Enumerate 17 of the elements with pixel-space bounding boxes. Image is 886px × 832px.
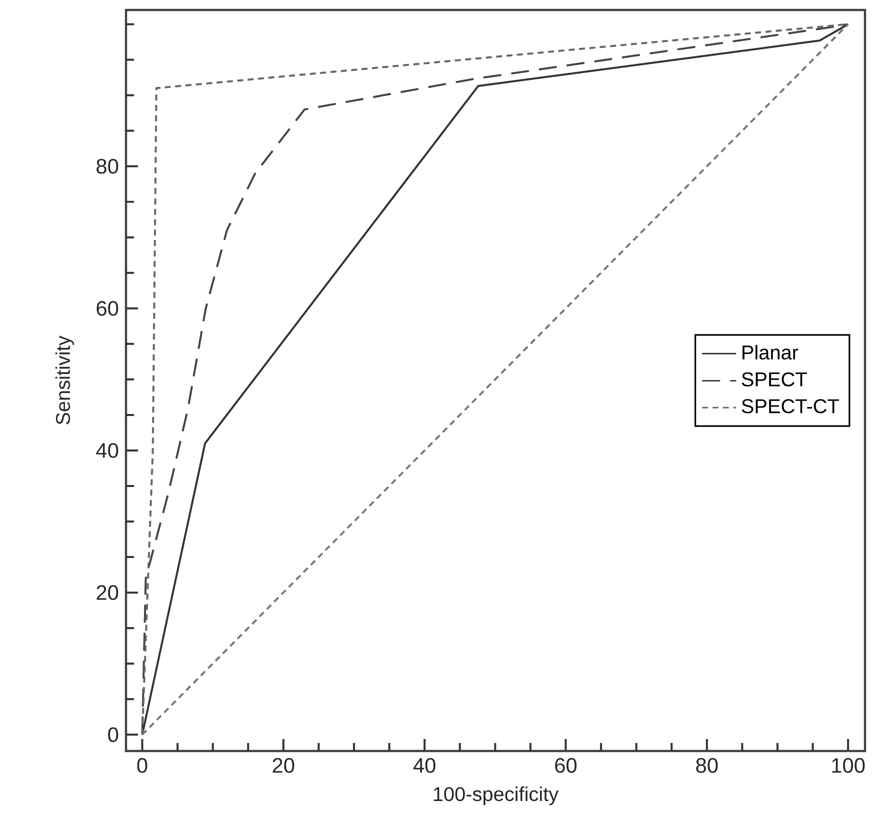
y-tick-label: 60 [96, 300, 118, 316]
y-tick-label: 0 [108, 727, 118, 742]
y-tick-label: 20 [96, 585, 118, 600]
x-axis-title: 100-specificity [434, 786, 559, 806]
x-tick-label: 0 [137, 758, 148, 773]
y-tick-label: 80 [96, 158, 118, 174]
legend-label: Planar [742, 344, 798, 360]
line-series [141, 23, 850, 736]
x-tick-label: 20 [272, 758, 294, 773]
legend-label: SPECT-CT [742, 399, 839, 414]
y-tick-label: 40 [96, 443, 118, 458]
x-tick-label: 60 [555, 758, 577, 773]
x-tick-label: 80 [696, 758, 718, 773]
y-axis-title: Sensitivity [55, 336, 74, 424]
x-tick-label: 100 [832, 758, 865, 773]
x-tick-label: 40 [413, 758, 436, 773]
legend-label: SPECT [742, 372, 807, 386]
